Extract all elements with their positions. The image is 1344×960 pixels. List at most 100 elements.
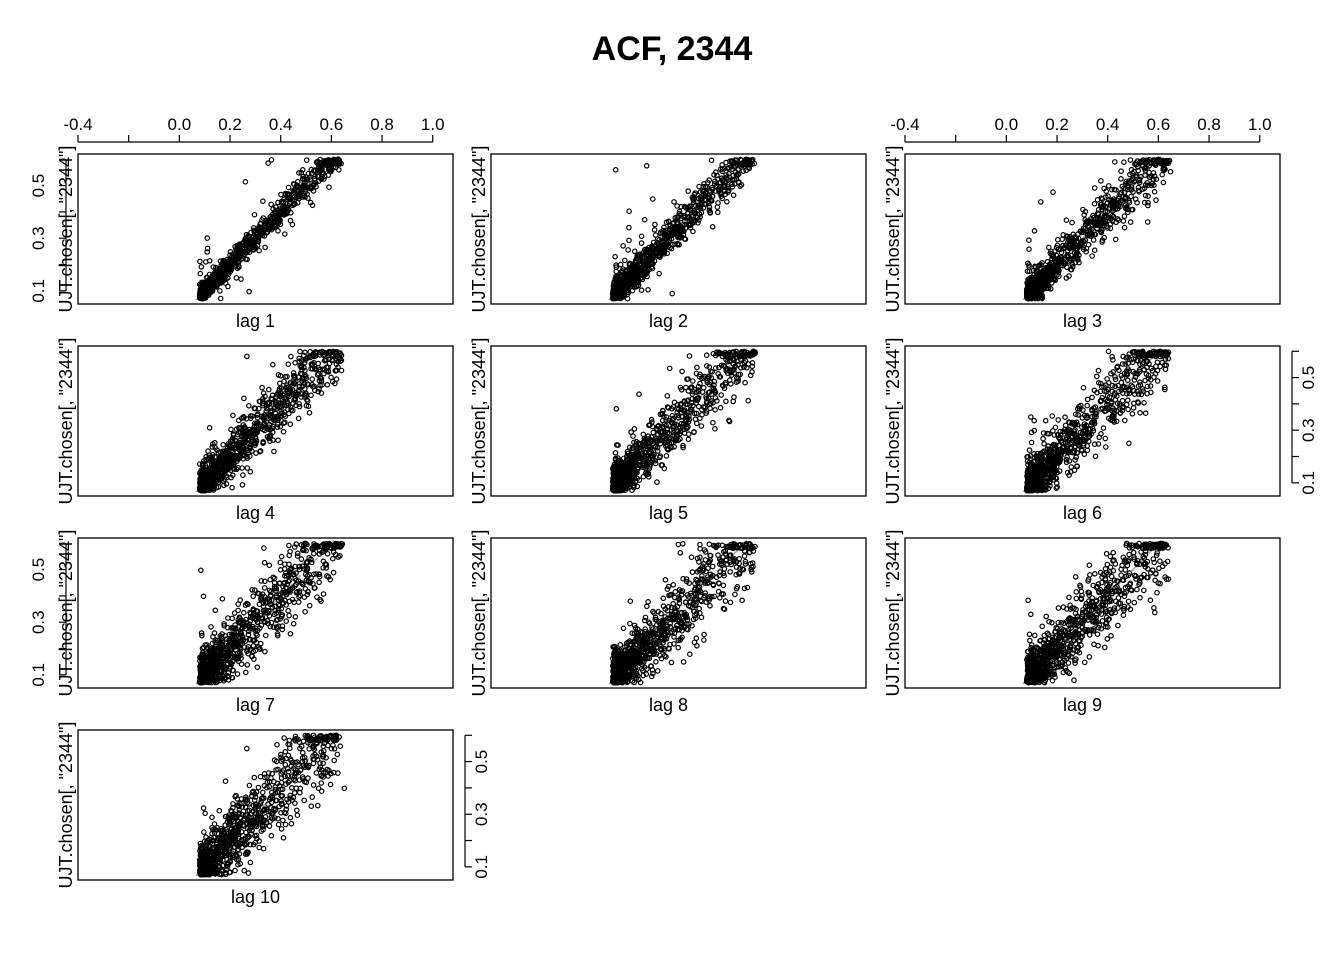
data-point <box>240 483 244 487</box>
data-point <box>639 288 643 292</box>
data-point <box>716 210 720 214</box>
data-point <box>283 232 287 236</box>
panel-3: lag 3UJT.chosen[, "2344"]-0.4 0.0 0.2 0.4 0.… <box>883 115 1280 331</box>
data-point <box>724 399 728 403</box>
data-point <box>645 164 649 168</box>
data-point <box>305 158 309 162</box>
panel-label: lag 3 <box>1063 311 1102 331</box>
data-point <box>298 349 302 353</box>
x-tick-label: 1.0 <box>421 115 445 134</box>
data-point <box>711 225 715 229</box>
panel-points-4 <box>179 330 351 509</box>
y-axis-label: UJT.chosen[, "2344"] <box>56 338 76 505</box>
data-point <box>691 229 695 233</box>
x-tick-label: 0.6 <box>1147 115 1171 134</box>
data-point <box>680 369 684 373</box>
data-point <box>725 200 729 204</box>
data-point <box>1039 200 1043 204</box>
data-point <box>1146 203 1150 207</box>
data-point <box>695 365 699 369</box>
data-point <box>288 422 292 426</box>
data-point <box>198 259 202 263</box>
y-axis-label: UJT.chosen[, "2344"] <box>883 146 903 313</box>
data-point <box>1129 220 1133 224</box>
data-point <box>276 438 280 442</box>
data-point <box>263 245 267 249</box>
data-point <box>218 289 222 293</box>
data-point <box>1070 220 1074 224</box>
data-point <box>1161 180 1165 184</box>
data-point <box>1093 454 1097 458</box>
data-point <box>327 185 331 189</box>
data-point <box>247 404 251 408</box>
data-point <box>743 381 747 385</box>
data-point <box>1122 225 1126 229</box>
data-point <box>1063 415 1067 419</box>
data-point <box>1064 218 1068 222</box>
data-point <box>210 445 214 449</box>
data-point <box>631 434 635 438</box>
data-point <box>1093 186 1097 190</box>
data-point <box>627 225 631 229</box>
data-point <box>686 189 690 193</box>
data-point <box>711 421 715 425</box>
data-point <box>702 386 706 390</box>
data-point <box>627 209 631 213</box>
data-point <box>654 233 658 237</box>
data-point <box>613 255 617 259</box>
panel-label: lag 4 <box>236 503 275 523</box>
data-point <box>269 202 273 206</box>
data-point <box>1119 177 1123 181</box>
data-point <box>687 354 691 358</box>
data-point <box>198 271 202 275</box>
x-tick-label: 0.0 <box>995 115 1019 134</box>
data-point <box>718 406 722 410</box>
data-point <box>1056 238 1060 242</box>
data-point <box>1027 238 1031 242</box>
data-point <box>672 400 676 404</box>
data-point <box>1082 452 1086 456</box>
data-point <box>693 417 697 421</box>
data-point <box>242 396 246 400</box>
data-point <box>639 241 643 245</box>
y-tick-label: 0.3 <box>29 226 48 250</box>
data-point <box>1060 237 1064 241</box>
data-point <box>316 372 320 376</box>
data-point <box>672 200 676 204</box>
data-point <box>271 363 275 367</box>
data-point <box>1113 160 1117 164</box>
data-point <box>731 399 735 403</box>
x-tick-label: 1.0 <box>1248 115 1272 134</box>
x-tick-label: 0.2 <box>1045 115 1069 134</box>
data-point <box>297 416 301 420</box>
chart-title: ACF, 2344 <box>592 30 753 68</box>
data-point <box>639 234 643 238</box>
y-tick-label: 0.1 <box>29 279 48 303</box>
data-point <box>1032 419 1036 423</box>
panel-5: lag 5UJT.chosen[, "2344"] <box>469 330 866 523</box>
data-point <box>1121 219 1125 223</box>
data-point <box>252 213 256 217</box>
data-point <box>614 168 618 172</box>
data-point <box>1128 158 1132 162</box>
x-tick-label: 0.8 <box>370 115 394 134</box>
y-tick-label: 0.5 <box>29 174 48 198</box>
data-point <box>713 427 717 431</box>
data-point <box>670 291 674 295</box>
data-point <box>719 393 723 397</box>
data-point <box>664 454 668 458</box>
data-point <box>276 229 280 233</box>
data-point <box>1146 220 1150 224</box>
data-point <box>1099 179 1103 183</box>
data-point <box>731 193 735 197</box>
panel-points-2 <box>592 138 764 317</box>
panel-2: lag 2UJT.chosen[, "2344"] <box>469 138 866 331</box>
data-point <box>334 377 338 381</box>
data-point <box>1144 411 1148 415</box>
data-point <box>282 379 286 383</box>
data-point <box>310 377 314 381</box>
data-point <box>241 473 245 477</box>
data-point <box>655 480 659 484</box>
data-point <box>281 430 285 434</box>
data-point <box>646 288 650 292</box>
